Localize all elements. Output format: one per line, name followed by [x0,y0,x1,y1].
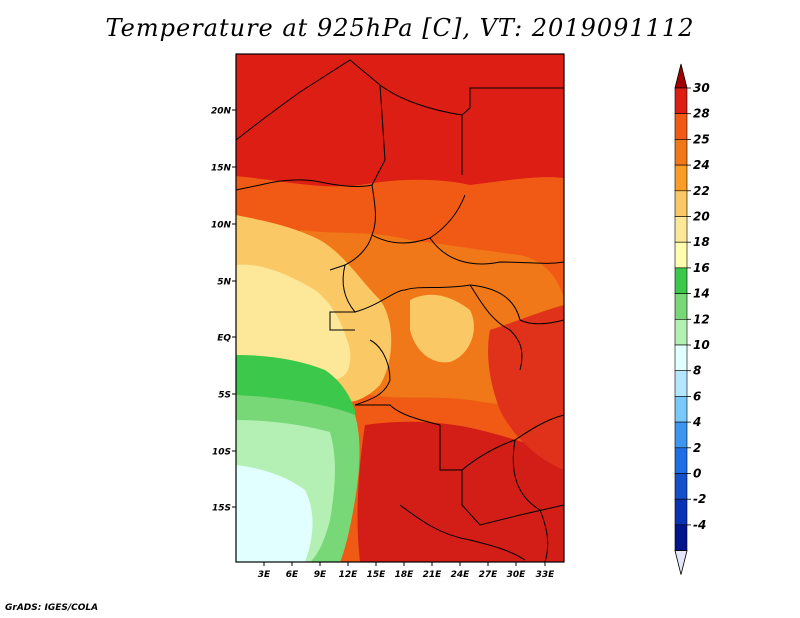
colorbar-swatch [674,190,688,217]
colorbar-swatch [674,113,688,140]
lat-label: 10S [212,448,231,458]
lon-label: 24E [451,570,471,580]
longitude-axis: 3E 6E 9E 12E 15E 18E 21E 24E 27E 30E 33E [258,562,555,580]
grads-credit: GrADS: IGES/COLA [5,603,99,613]
colorbar-swatch [674,370,688,397]
colorbar-swatch [674,524,688,551]
colorbar-swatch [674,216,688,243]
chart-title: Temperature at 925hPa [C], VT: 201909111… [105,14,695,42]
lat-label: 10N [211,221,232,231]
region-coast-pale [236,264,351,380]
latitude-axis: 20N 15N 10N 5N EQ 5S 10S 15S [211,107,236,514]
lon-label: 6E [286,570,299,580]
colorbar-swatch [674,447,688,474]
colorbar-swatch [674,344,688,372]
colorbar-swatch [674,87,688,115]
colorbar-swatch [674,164,688,192]
colorbar-label: 12 [693,312,710,326]
colorbar-swatch [674,293,688,320]
colorbar-label: 30 [693,81,710,95]
colorbar-label: 2 [693,441,701,455]
colorbar-swatch [674,396,688,423]
region-east-red [488,305,564,470]
map-field [236,54,564,562]
colorbar-label: 6 [693,389,701,403]
colorbar-label: 16 [693,261,710,275]
region-plateau-light-east [410,294,474,363]
lon-label: 33E [536,570,556,580]
colorbar-swatch [674,267,688,294]
colorbar-label: -2 [693,492,706,506]
lon-label: 12E [339,570,359,580]
colorbar-label: 22 [693,184,710,198]
country-borders [235,59,565,563]
lat-label: 5S [218,391,231,401]
lon-label: 15E [367,570,387,580]
colorbar-swatch [674,498,688,526]
lon-label: 18E [395,570,415,580]
map-frame [235,53,565,563]
lon-label: 30E [507,570,527,580]
region-ocean-cyan [236,465,313,562]
lon-label: 21E [423,570,443,580]
colorbar-label: 28 [693,107,710,121]
lon-label: 27E [479,570,499,580]
colorbar-label: 20 [693,210,710,224]
colorbar-label: 8 [693,364,701,378]
colorbar-top-arrow [674,63,688,89]
lat-label: 15N [211,164,232,174]
lat-label: EQ [217,334,231,344]
colorbar-label: 25 [693,132,710,146]
region-south-red [357,421,564,562]
colorbar-label: 18 [693,235,710,249]
lat-label: 15S [212,504,231,514]
colorbar-swatch [674,139,688,166]
lat-label: 5N [217,278,231,288]
colorbar-swatch [674,241,688,269]
colorbar-label: 10 [693,338,710,352]
colorbar-label: 4 [692,415,701,429]
lon-label: 9E [314,570,327,580]
lat-label: 20N [211,107,232,117]
lon-label: 3E [258,570,271,580]
colorbar-bottom-arrow [674,550,688,575]
colorbar-label: -4 [693,518,706,532]
colorbar-swatch [674,473,688,500]
colorbar-label: 0 [693,467,701,481]
colorbar-label: 14 [693,287,710,301]
colorbar-swatch [674,421,688,449]
colorbar-label: 24 [693,158,710,172]
colorbar-swatch [674,318,688,346]
